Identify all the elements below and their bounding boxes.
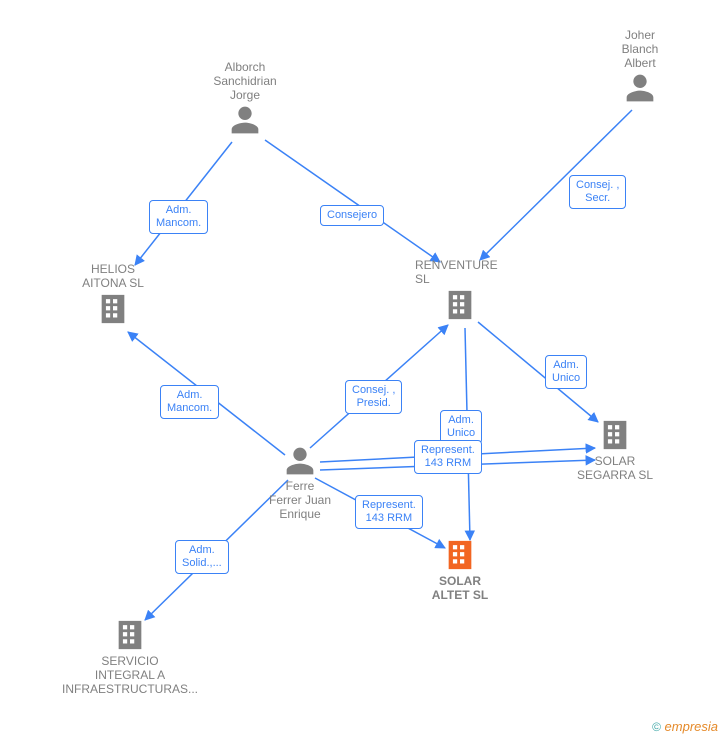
edge-label: Represent. 143 RRM [355, 495, 423, 529]
building-icon [96, 292, 130, 326]
watermark: © empresia [652, 719, 718, 734]
diagram-canvas: AlborchSanchidrianJorge JoherBlanchAlber… [0, 0, 728, 740]
node-label: SOLARALTET SL [415, 574, 505, 602]
brand-text: empresia [665, 719, 718, 734]
edge-line [265, 140, 440, 262]
edge-label: Consej. , Presid. [345, 380, 402, 414]
person-icon [624, 72, 656, 104]
node-label: FerreFerrer JuanEnrique [255, 479, 345, 521]
person-icon [229, 104, 261, 136]
edge-label: Adm. Mancom. [149, 200, 208, 234]
node-ferre[interactable]: FerreFerrer JuanEnrique [255, 445, 345, 521]
edge-label: Adm. Unico [440, 410, 482, 444]
building-icon [113, 618, 147, 652]
node-renventure[interactable]: RENVENTURESL [415, 258, 515, 322]
node-alborch[interactable]: AlborchSanchidrianJorge [195, 60, 295, 136]
edge-label: Represent. 143 RRM [414, 440, 482, 474]
building-icon [598, 418, 632, 452]
edge-label: Consej. , Secr. [569, 175, 626, 209]
person-icon [284, 445, 316, 477]
node-servicio[interactable]: SERVICIOINTEGRAL AINFRAESTRUCTURAS... [55, 618, 205, 696]
node-solar-segarra[interactable]: SOLARSEGARRA SL [565, 418, 665, 482]
node-helios[interactable]: HELIOSAITONA SL [68, 262, 158, 326]
edge-label: Adm. Mancom. [160, 385, 219, 419]
node-solar-altet[interactable]: SOLARALTET SL [415, 538, 505, 602]
building-icon [443, 538, 477, 572]
edge-label: Consejero [320, 205, 384, 226]
node-label: HELIOSAITONA SL [68, 262, 158, 290]
building-icon [443, 288, 477, 322]
copyright-icon: © [652, 720, 661, 734]
node-label: JoherBlanchAlbert [600, 28, 680, 70]
node-joher[interactable]: JoherBlanchAlbert [600, 28, 680, 104]
node-label: SERVICIOINTEGRAL AINFRAESTRUCTURAS... [55, 654, 205, 696]
edge-label: Adm. Unico [545, 355, 587, 389]
node-label: AlborchSanchidrianJorge [195, 60, 295, 102]
node-label: SOLARSEGARRA SL [565, 454, 665, 482]
node-label: RENVENTURESL [415, 258, 515, 286]
edge-label: Adm. Solid.,... [175, 540, 229, 574]
